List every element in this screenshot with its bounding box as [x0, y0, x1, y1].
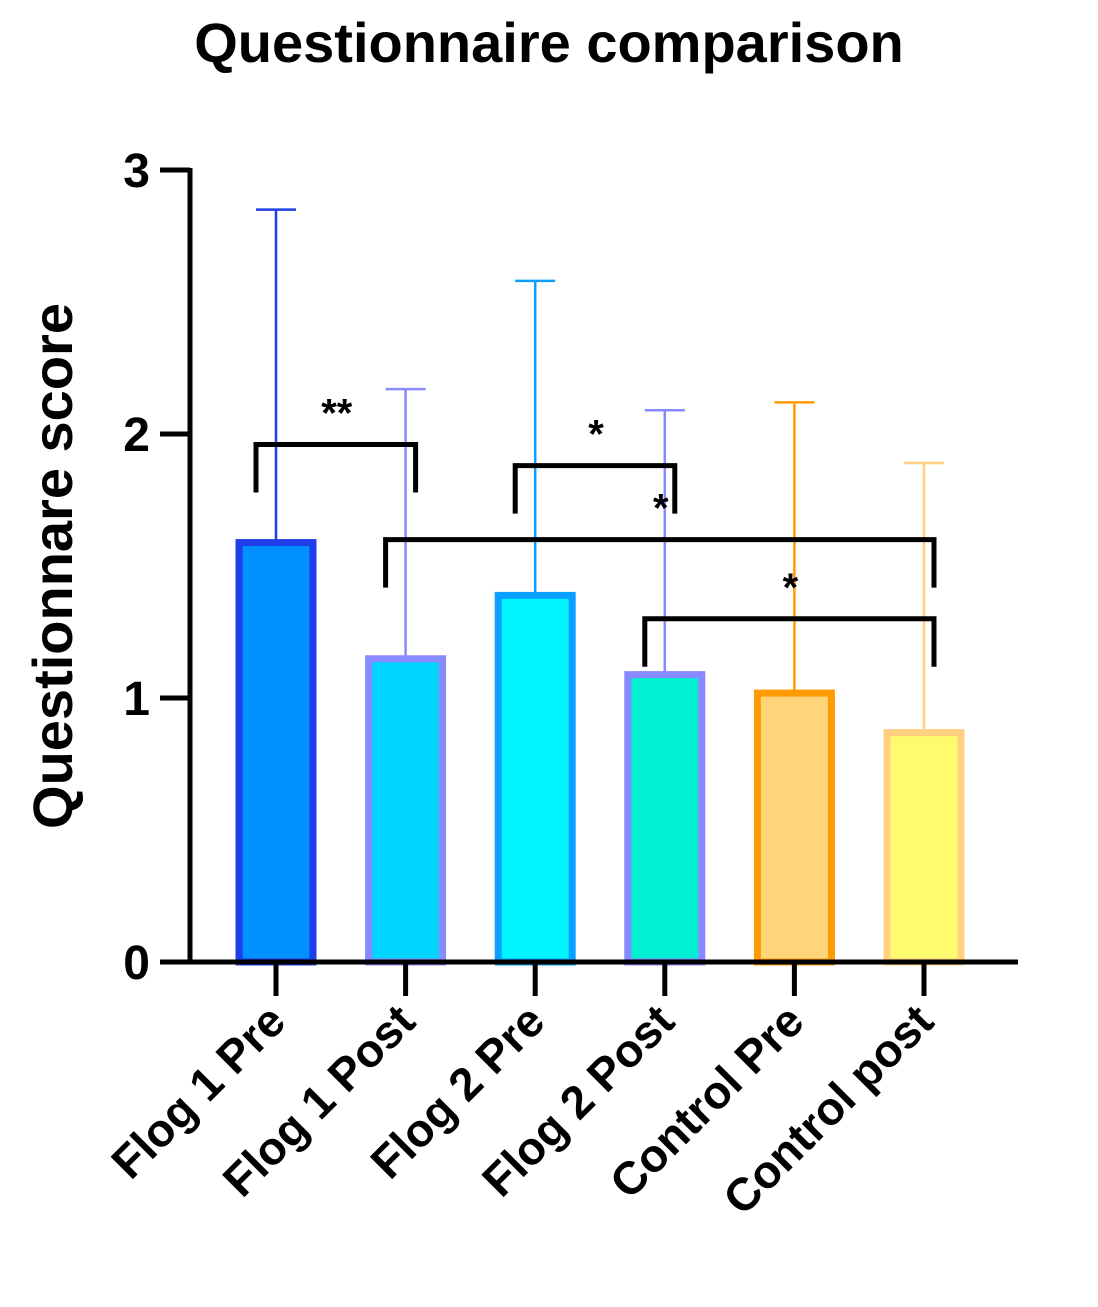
significance-label: *	[653, 487, 669, 531]
significance-bracket	[253, 442, 419, 493]
bar	[753, 689, 835, 966]
significance-bracket	[642, 616, 937, 667]
y-tick-label: 0	[123, 937, 150, 990]
y-tick-label: 1	[123, 673, 150, 726]
y-tick-label: 3	[123, 145, 150, 198]
bar	[235, 539, 317, 966]
bar	[365, 655, 447, 966]
significance-label: *	[588, 413, 604, 457]
y-axis-title: Questionnare score	[21, 303, 84, 829]
bar	[624, 671, 706, 966]
significance-bracket	[512, 463, 678, 514]
significance-label: *	[783, 566, 799, 610]
significance-bracket	[383, 537, 937, 588]
bar	[883, 729, 965, 966]
chart-title: Questionnaire comparison	[194, 11, 904, 74]
bar	[494, 591, 576, 966]
y-tick-label: 2	[123, 409, 150, 462]
significance-label: **	[321, 392, 353, 436]
